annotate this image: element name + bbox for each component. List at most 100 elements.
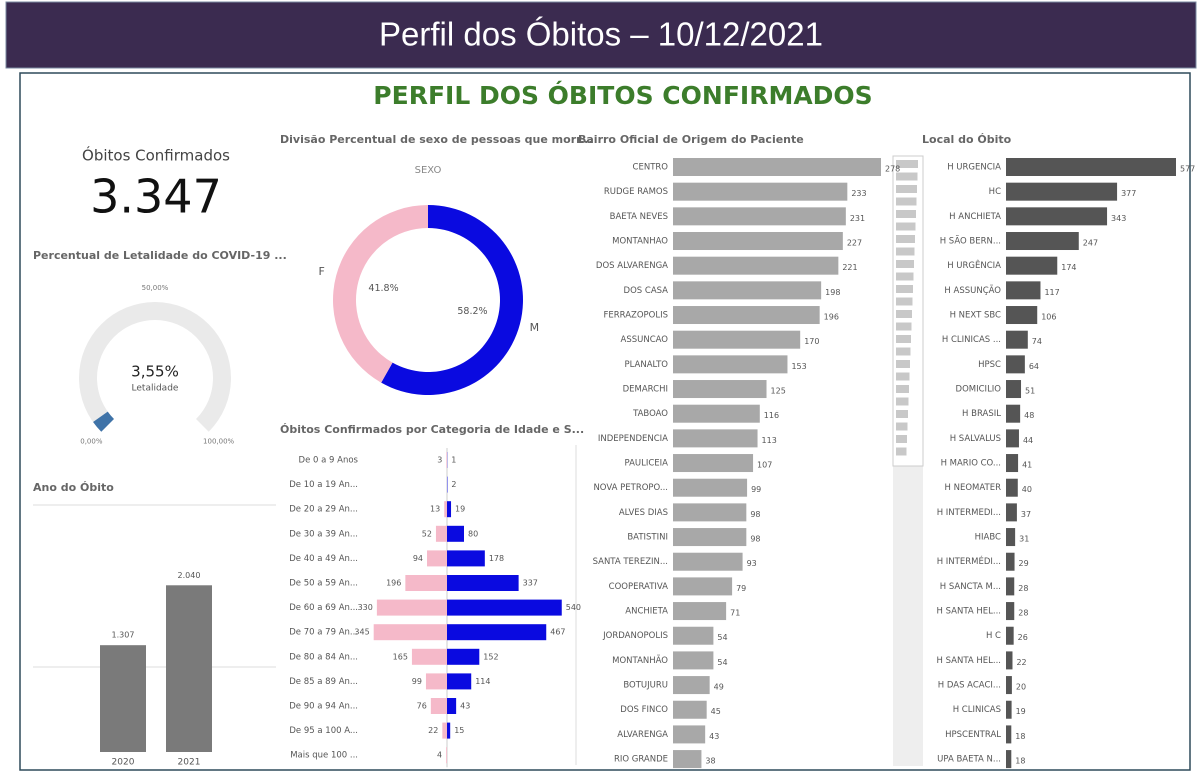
y-tick-label: De 80 a 84 An... [289, 652, 358, 662]
bar [1006, 701, 1012, 719]
y-tick-label: H SANTA HEL... [937, 656, 1001, 666]
y-tick-label: H INTERMÉDI... [937, 555, 1001, 567]
chart-title: Óbitos Confirmados por Categoria de Idad… [280, 423, 584, 436]
y-tick-label: De 95 a 100 A... [289, 726, 358, 736]
chart-title: Local do Óbito [922, 133, 1012, 146]
pie-subtitle: SEXO [415, 165, 442, 176]
value-label: 76 [417, 702, 427, 711]
value-label: 152 [483, 652, 498, 661]
bar [166, 585, 212, 752]
bar [1006, 577, 1014, 595]
y-tick-label: De 30 a 39 An... [289, 529, 358, 539]
bar [1006, 405, 1020, 423]
bar [446, 747, 447, 763]
value-label: 247 [1083, 239, 1098, 248]
panel-title: PERFIL DOS ÓBITOS CONFIRMADOS [373, 80, 872, 110]
value-label: 165 [393, 652, 408, 661]
scroll-stripe [896, 223, 916, 231]
value-label: 58.2% [457, 306, 487, 317]
y-tick-label: De 20 a 29 An... [289, 505, 358, 515]
bar [444, 501, 447, 517]
x-tick-label: 2021 [178, 758, 201, 768]
bar [447, 723, 450, 739]
value-label: 43 [709, 732, 719, 741]
bar [412, 649, 447, 665]
bar [447, 501, 451, 517]
scroll-stripe [896, 323, 912, 331]
value-label: 117 [1044, 288, 1059, 297]
value-label: 71 [730, 609, 740, 618]
value-label: 540 [566, 603, 581, 612]
bar [447, 624, 546, 640]
bar [673, 355, 787, 373]
value-label: 107 [757, 461, 772, 470]
y-tick-label: De 90 a 94 An... [289, 702, 358, 712]
y-tick-label: ALVARENGA [617, 730, 668, 740]
value-label: 19 [1016, 707, 1026, 716]
scroll-stripe [896, 198, 917, 206]
value-label: 28 [1018, 609, 1028, 618]
value-label: 4 [437, 751, 442, 760]
legend-label: F [318, 265, 324, 278]
bar [1006, 331, 1028, 349]
bar [1006, 725, 1011, 743]
value-label: 31 [1019, 535, 1029, 544]
bar [377, 600, 447, 616]
bar [1006, 257, 1057, 275]
bar [1006, 281, 1040, 299]
y-tick-label: RUDGE RAMOS [604, 187, 668, 197]
y-tick-label: H DAS ACACI... [938, 681, 1001, 691]
bar [1006, 750, 1011, 768]
y-tick-label: ANCHIETA [625, 607, 668, 617]
value-label: 330 [358, 603, 373, 612]
value-label: 40 [1022, 485, 1032, 494]
value-label: 13 [430, 505, 440, 514]
bar [447, 600, 562, 616]
scroll-stripe [896, 373, 910, 381]
value-label: 2.040 [178, 571, 201, 580]
header-title: Perfil dos Óbitos – 10/12/2021 [379, 16, 823, 53]
value-label: 28 [1018, 584, 1028, 593]
y-tick-label: BATISTINI [627, 533, 668, 543]
y-tick-label: H URGENCIA [947, 163, 1001, 173]
value-label: 37 [1021, 510, 1031, 519]
bar [447, 698, 456, 714]
bar [1006, 207, 1107, 225]
chart-title: Percentual de Letalidade do COVID-19 ... [33, 249, 287, 262]
bar [447, 526, 464, 542]
scroll-stripe [896, 385, 909, 393]
y-tick-label: BOTUJURU [623, 681, 668, 691]
bar [1006, 306, 1037, 324]
y-tick-label: INDEPENDENCIA [598, 434, 668, 444]
bar [673, 479, 747, 497]
value-label: 198 [825, 288, 840, 297]
bar [1006, 355, 1025, 373]
value-label: 377 [1121, 189, 1136, 198]
scroll-stripe [896, 273, 914, 281]
bar [673, 553, 743, 571]
value-label: 80 [468, 529, 478, 538]
value-label: 343 [1111, 214, 1126, 223]
bar [673, 750, 701, 768]
value-label: 231 [850, 214, 865, 223]
y-tick-label: De 60 a 69 An... [289, 603, 358, 613]
value-label: 41 [1022, 461, 1032, 470]
value-label: 19 [455, 505, 465, 514]
y-tick-label: MONTANHÃO [612, 655, 668, 666]
scroll-stripe [896, 448, 907, 456]
value-label: 18 [1015, 732, 1025, 741]
scroll-stripe [896, 435, 907, 443]
value-label: 467 [550, 628, 565, 637]
bar [1006, 479, 1018, 497]
y-tick-label: MONTANHAO [612, 237, 668, 247]
y-tick-label: De 0 a 9 Anos [299, 456, 359, 466]
scroll-stripe [896, 210, 916, 218]
y-tick-label: UPA BAETA N... [937, 755, 1001, 765]
chart-title: Divisão Percentual de sexo de pessoas qu… [280, 133, 593, 146]
value-label: 18 [1015, 757, 1025, 766]
bar [436, 526, 447, 542]
bar [673, 158, 881, 176]
value-label: 44 [1023, 436, 1033, 445]
value-label: 1 [451, 456, 456, 465]
